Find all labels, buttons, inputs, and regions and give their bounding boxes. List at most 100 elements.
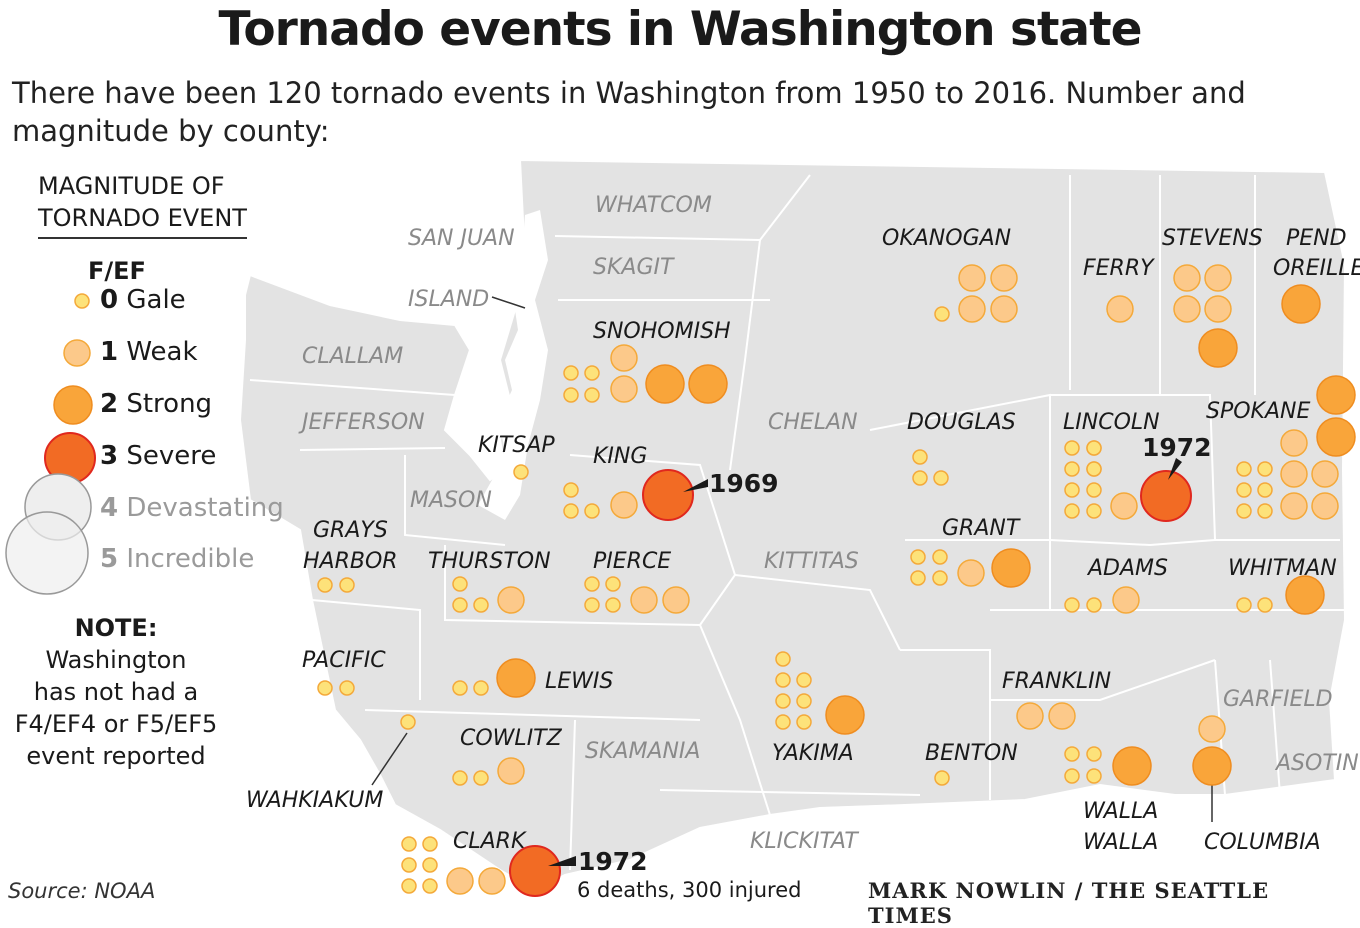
tornado-event-walla-walla-f0 <box>1086 746 1102 762</box>
tornado-event-stevens-f1 <box>1204 264 1232 292</box>
county-label-spokane: SPOKANE <box>1206 399 1310 424</box>
tornado-event-king-f1 <box>610 491 638 519</box>
tornado-event-benton-f0 <box>934 770 950 786</box>
county-label-pacific: PACIFIC <box>302 648 386 673</box>
annotation-detail-clark: 6 deaths, 300 injured <box>577 878 801 902</box>
county-label-garfield: GARFIELD <box>1223 687 1333 712</box>
tornado-event-walla-walla-f0 <box>1064 768 1080 784</box>
tornado-event-yakima-f2 <box>825 695 865 735</box>
tornado-event-stevens-f1 <box>1204 295 1232 323</box>
tornado-event-thurston-f0 <box>473 597 489 613</box>
legend-symbol-0 <box>74 293 90 309</box>
county-label-benton: BENTON <box>925 741 1018 766</box>
tornado-event-lincoln-f0 <box>1086 461 1102 477</box>
tornado-event-yakima-f0 <box>775 672 791 688</box>
tornado-event-clark-f1 <box>446 867 474 895</box>
tornado-event-spokane-f0 <box>1257 461 1273 477</box>
county-label-douglas: DOUGLAS <box>907 410 1016 435</box>
tornado-event-pacific-f0 <box>339 680 355 696</box>
tornado-event-snohomish-f1 <box>610 375 638 403</box>
county-label-grays-harbor-2: HARBOR <box>303 549 398 574</box>
tornado-event-snohomish-f0 <box>584 387 600 403</box>
tornado-event-okanogan-f1 <box>990 295 1018 323</box>
tornado-event-grant-f0 <box>932 570 948 586</box>
tornado-event-walla-walla-f0 <box>1086 768 1102 784</box>
county-label-cowlitz: COWLITZ <box>460 726 563 751</box>
tornado-event-clark-f3 <box>509 845 561 897</box>
page-title: Tornado events in Washington state <box>218 2 1143 57</box>
county-label-whitman: WHITMAN <box>1228 556 1337 581</box>
county-label-grays-harbor-1: GRAYS <box>313 518 388 543</box>
county-label-jefferson: JEFFERSON <box>298 410 425 435</box>
county-label-thurston: THURSTON <box>428 549 551 574</box>
county-borders <box>249 174 1345 871</box>
county-label-snohomish: SNOHOMISH <box>593 319 731 344</box>
legend-title: MAGNITUDE OF TORNADO EVENT <box>38 170 247 239</box>
tornado-event-okanogan-f0 <box>934 306 950 322</box>
county-label-island: ISLAND <box>408 287 489 312</box>
page-subtitle: There have been 120 tornado events in Wa… <box>12 76 1246 148</box>
county-label-lincoln: LINCOLN <box>1063 410 1160 435</box>
note-text: Washington has not had a F4/EF4 or F5/EF… <box>14 646 218 770</box>
tornado-event-lincoln-f0 <box>1064 461 1080 477</box>
tornado-event-okanogan-f1 <box>958 264 986 292</box>
tornado-event-pend-oreille-f2 <box>1281 284 1321 324</box>
tornado-event-clark-f0 <box>401 836 417 852</box>
tornado-event-franklin-f1 <box>1016 702 1044 730</box>
county-label-lewis: LEWIS <box>545 669 613 694</box>
tornado-event-wahkiakum-f0 <box>400 714 416 730</box>
tornado-event-thurston-f0 <box>452 597 468 613</box>
puget-sound-water <box>478 210 548 520</box>
tornado-event-spokane-f0 <box>1257 503 1273 519</box>
tornado-event-spokane-f0 <box>1236 503 1252 519</box>
tornado-event-spokane-f1 <box>1311 492 1339 520</box>
tornado-event-douglas-f0 <box>912 470 928 486</box>
tornado-event-lewis-f0 <box>473 680 489 696</box>
tornado-event-spokane-f2 <box>1316 417 1356 457</box>
tornado-event-pierce-f1 <box>662 586 690 614</box>
tornado-event-snohomish-f2 <box>688 364 728 404</box>
tornado-event-lincoln-f3 <box>1140 470 1192 522</box>
tornado-event-lincoln-f0 <box>1064 440 1080 456</box>
tornado-event-spokane-f0 <box>1257 482 1273 498</box>
county-label-san-juan: SAN JUAN <box>408 226 515 251</box>
county-label-ferry: FERRY <box>1083 256 1155 281</box>
legend-row-strong: 2 Strong <box>100 389 213 419</box>
tornado-event-clark-f1 <box>478 867 506 895</box>
tornado-event-spokane-f1 <box>1280 492 1308 520</box>
legend-row-devastating: 4 Devastating <box>100 493 284 523</box>
county-label-asotin: ASOTIN <box>1274 751 1359 776</box>
tornado-event-king-f3 <box>642 469 694 521</box>
county-label-walla-walla-1: WALLA <box>1083 799 1158 824</box>
tornado-event-snohomish-f0 <box>563 387 579 403</box>
tornado-event-grant-f0 <box>932 549 948 565</box>
tornado-event-pierce-f0 <box>584 597 600 613</box>
tornado-event-king-f0 <box>584 503 600 519</box>
tornado-event-okanogan-f1 <box>990 264 1018 292</box>
tornado-event-spokane-f1 <box>1280 460 1308 488</box>
county-label-king: KING <box>593 444 647 469</box>
tornado-event-king-f0 <box>563 482 579 498</box>
tornado-event-douglas-f0 <box>933 470 949 486</box>
tornado-event-adams-f0 <box>1086 597 1102 613</box>
tornado-event-stevens-f1 <box>1173 295 1201 323</box>
tornado-event-adams-f1 <box>1112 586 1140 614</box>
legend-symbol-1 <box>63 339 91 367</box>
county-label-kitsap: KITSAP <box>478 433 555 458</box>
tornado-event-stevens-f2 <box>1198 328 1238 368</box>
author-credit: MARK NOWLIN / THE SEATTLE TIMES <box>868 878 1270 928</box>
tornado-event-king-f0 <box>563 503 579 519</box>
county-label-grant: GRANT <box>942 516 1021 541</box>
county-label-franklin: FRANKLIN <box>1002 669 1111 694</box>
annotation-pointer-clark <box>548 856 576 866</box>
legend-row-severe: 3 Severe <box>100 441 217 471</box>
tornado-event-cowlitz-f0 <box>473 770 489 786</box>
tornado-event-pacific-f0 <box>317 680 333 696</box>
washington-map: WHATCOM SAN JUAN SKAGIT ISLAND CLALLAM JEFFER… <box>238 158 1360 902</box>
county-label-columbia: COLUMBIA <box>1204 830 1321 855</box>
tornado-event-okanogan-f1 <box>958 295 986 323</box>
tornado-event-pierce-f0 <box>605 576 621 592</box>
county-label-clark: CLARK <box>453 829 527 854</box>
tornado-event-clark-f0 <box>401 878 417 894</box>
county-label-okanogan: OKANOGAN <box>882 226 1011 251</box>
